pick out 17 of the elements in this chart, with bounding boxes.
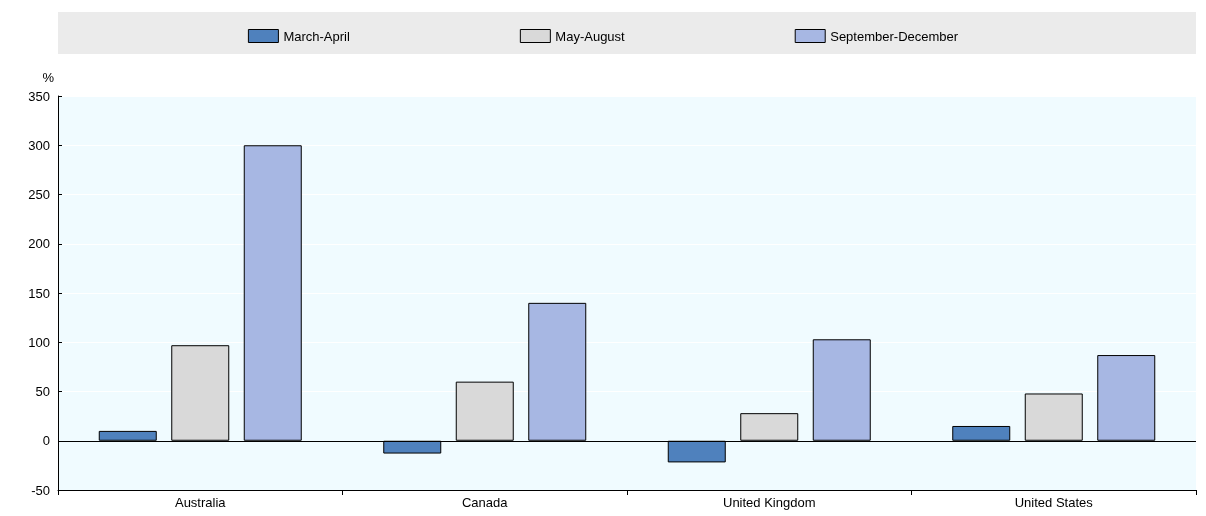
x-tick-label: Canada [461,495,509,510]
x-tick-label: Australia [174,495,227,510]
legend-label: September-December [830,28,959,44]
x-tick-label: United States [1014,495,1094,510]
y-tick-label: 100 [28,334,50,350]
y-tick-label: 0 [42,433,50,449]
y-tick-label: 200 [28,236,50,252]
y-tick-label: 150 [28,285,50,301]
y-tick-label: 350 [28,88,50,104]
x-tick-label: United Kingdom [723,495,816,510]
y-tick-label: 250 [28,187,50,202]
legend-label: March-April [283,28,350,44]
y-tick-label: 50 [35,384,50,399]
y-tick-label: 300 [28,137,50,153]
y-tick-label: -50 [31,482,50,498]
legend-label: May-August [555,28,626,44]
y-axis-title: % [42,70,55,85]
